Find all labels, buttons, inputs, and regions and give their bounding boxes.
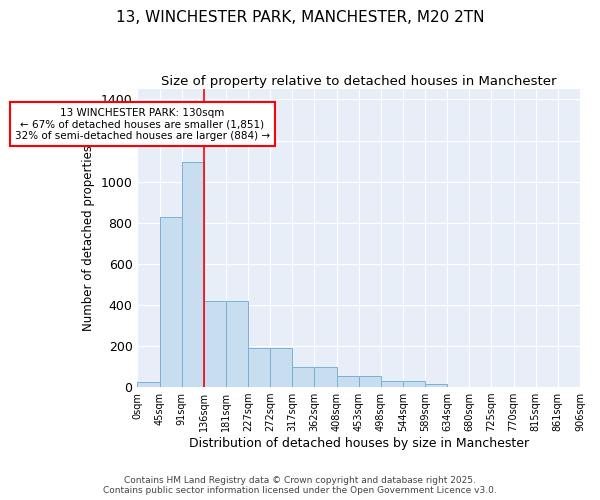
Bar — [381, 381, 403, 387]
X-axis label: Distribution of detached houses by size in Manchester: Distribution of detached houses by size … — [188, 437, 529, 450]
Text: 13, WINCHESTER PARK, MANCHESTER, M20 2TN: 13, WINCHESTER PARK, MANCHESTER, M20 2TN — [116, 10, 484, 25]
Bar — [160, 216, 182, 387]
Bar — [204, 301, 226, 387]
Bar — [137, 382, 160, 387]
Y-axis label: Number of detached properties: Number of detached properties — [82, 145, 95, 331]
Bar — [359, 376, 381, 387]
Bar — [248, 348, 270, 387]
Bar — [314, 366, 337, 387]
Text: Contains HM Land Registry data © Crown copyright and database right 2025.
Contai: Contains HM Land Registry data © Crown c… — [103, 476, 497, 495]
Bar — [425, 384, 447, 387]
Bar — [292, 366, 314, 387]
Bar — [226, 301, 248, 387]
Bar — [337, 376, 359, 387]
Bar — [270, 348, 292, 387]
Bar — [403, 381, 425, 387]
Bar — [182, 162, 204, 387]
Text: 13 WINCHESTER PARK: 130sqm
← 67% of detached houses are smaller (1,851)
32% of s: 13 WINCHESTER PARK: 130sqm ← 67% of deta… — [15, 108, 270, 141]
Title: Size of property relative to detached houses in Manchester: Size of property relative to detached ho… — [161, 75, 556, 88]
